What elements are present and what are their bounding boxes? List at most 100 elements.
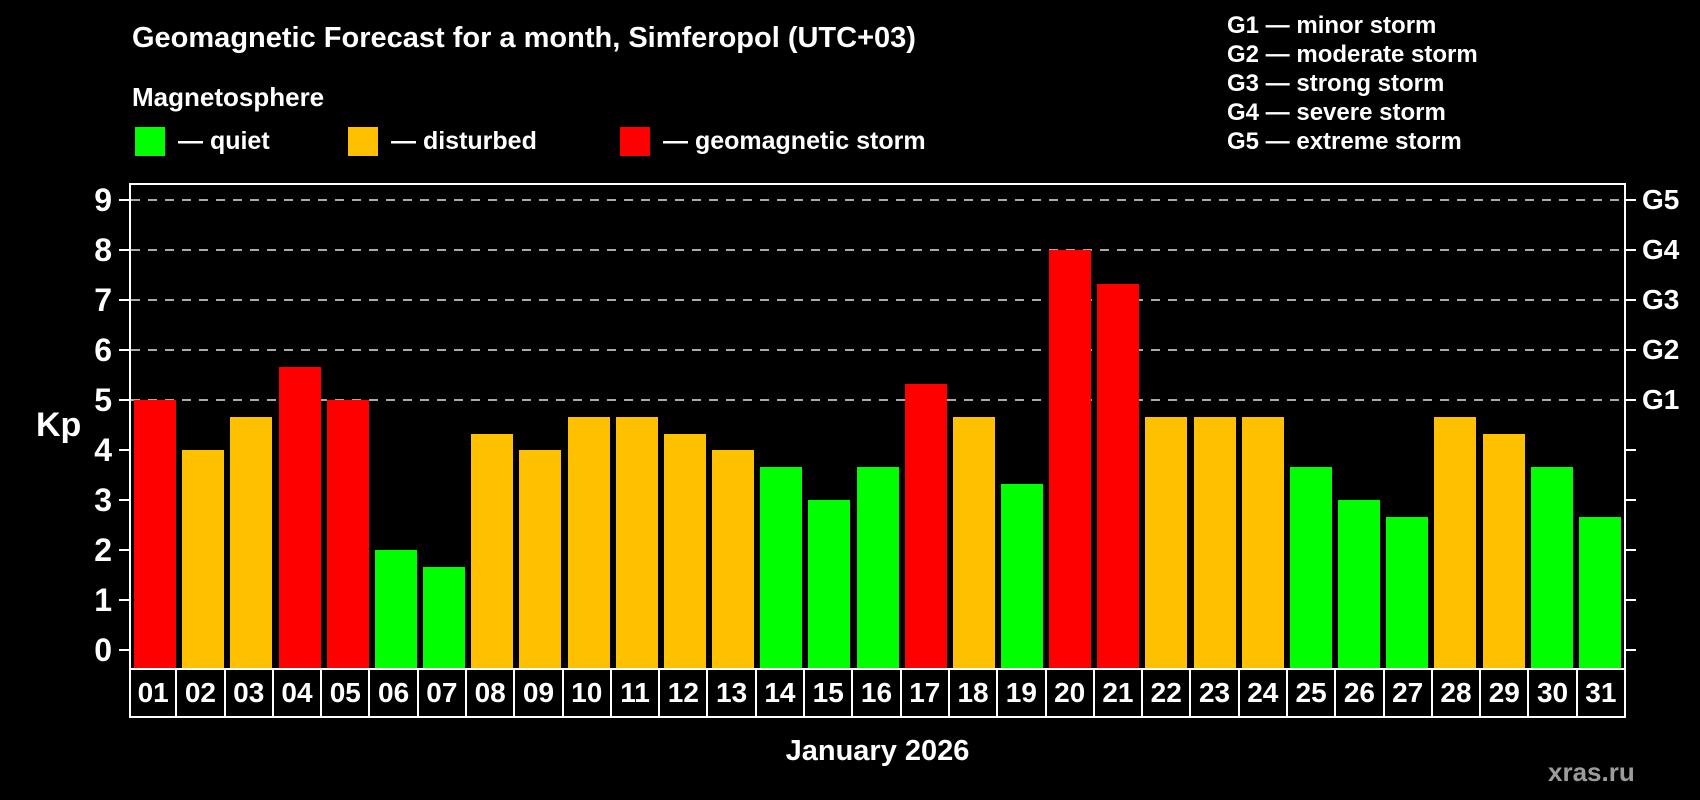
day-label-01: 01: [129, 668, 178, 718]
y-tick-label-4: 4: [94, 432, 112, 468]
magnetosphere-label: Magnetosphere: [132, 82, 325, 112]
kp-bar-day-26: [1338, 500, 1381, 668]
kp-bar-day-21: [1097, 283, 1140, 668]
right-tick-mark-2: [1626, 549, 1636, 551]
g2-legend-line: G2 — moderate storm: [1227, 41, 1478, 68]
right-tick-mark-4: [1626, 449, 1636, 451]
day-label-18: 18: [949, 668, 999, 718]
gridline-kp-8: [131, 249, 1624, 251]
day-label-16: 16: [853, 668, 902, 718]
right-axis-label-g2: G2: [1642, 334, 1680, 365]
kp-bar-day-06: [374, 550, 417, 668]
day-label-28: 28: [1432, 668, 1482, 718]
kp-bar-day-24: [1241, 416, 1284, 668]
y-tick-mark-6: [119, 349, 129, 351]
kp-bar-day-17: [904, 383, 947, 668]
day-label-30: 30: [1529, 668, 1578, 718]
y-tick-mark-1: [119, 599, 129, 601]
gridline-kp-9: [131, 199, 1624, 201]
y-axis-title: Kp: [36, 406, 82, 444]
day-label-10: 10: [563, 668, 612, 718]
x-axis-title: January 2026: [785, 735, 970, 767]
day-label-15: 15: [805, 668, 854, 718]
day-label-17: 17: [901, 668, 950, 718]
kp-bar-day-03: [230, 416, 273, 668]
y-tick-label-5: 5: [94, 382, 112, 418]
day-label-05: 05: [322, 668, 371, 718]
right-axis-label-g1: G1: [1642, 384, 1680, 415]
legend-item-quiet: — quiet: [135, 127, 270, 156]
y-tick-mark-7: [119, 299, 129, 301]
day-label-14: 14: [756, 668, 806, 718]
kp-bar-day-05: [326, 400, 369, 668]
kp-bar-day-30: [1530, 466, 1573, 668]
y-tick-mark-4: [119, 449, 129, 451]
kp-bar-day-22: [1145, 416, 1188, 668]
right-tick-mark-3: [1626, 499, 1636, 501]
day-label-09: 09: [515, 668, 564, 718]
disturbed-color-swatch: [348, 127, 378, 156]
day-label-29: 29: [1481, 668, 1530, 718]
y-tick-label-9: 9: [94, 182, 112, 218]
legend-label-storm: — geomagnetic storm: [663, 127, 926, 155]
y-tick-label-0: 0: [94, 632, 112, 668]
day-label-03: 03: [225, 668, 274, 718]
day-label-08: 08: [467, 668, 516, 718]
kp-bar-day-15: [808, 500, 851, 668]
gridline-kp-6: [131, 349, 1624, 351]
page-title: Geomagnetic Forecast for a month, Simfer…: [132, 22, 916, 54]
y-tick-mark-5: [119, 399, 129, 401]
y-tick-label-7: 7: [94, 282, 112, 318]
day-label-06: 06: [370, 668, 419, 718]
legend-label-quiet: — quiet: [178, 127, 270, 155]
day-label-11: 11: [611, 668, 661, 718]
kp-bar-day-07: [423, 566, 466, 668]
day-label-13: 13: [708, 668, 757, 718]
kp-bar-day-11: [615, 416, 658, 668]
y-tick-mark-8: [119, 249, 129, 251]
kp-bar-day-18: [952, 416, 995, 668]
right-tick-mark-7: [1626, 299, 1636, 301]
y-tick-mark-3: [119, 499, 129, 501]
kp-bar-day-12: [663, 433, 706, 668]
kp-bar-day-08: [471, 433, 514, 668]
kp-bar-day-01: [134, 400, 177, 668]
legend-item-storm: — geomagnetic storm: [620, 127, 926, 156]
kp-bar-day-23: [1193, 416, 1236, 668]
watermark: xras.ru: [1548, 757, 1635, 787]
kp-bar-day-25: [1289, 466, 1332, 668]
g-scale-legend: G1 — minor storm G2 — moderate storm G3 …: [1227, 11, 1478, 156]
kp-bar-day-04: [278, 366, 321, 668]
kp-bar-day-19: [1000, 483, 1043, 668]
day-label-25: 25: [1287, 668, 1337, 718]
right-axis-label-g3: G3: [1642, 284, 1680, 315]
g5-legend-line: G5 — extreme storm: [1227, 128, 1462, 155]
y-tick-label-2: 2: [94, 532, 112, 568]
day-label-19: 19: [998, 668, 1047, 718]
day-label-21: 21: [1094, 668, 1144, 718]
day-label-27: 27: [1384, 668, 1433, 718]
right-tick-mark-8: [1626, 249, 1636, 251]
x-axis-day-labels: 01 02 03 04 05 06 07 08 09 10 11 12 13 14 15 16 17 18 19 20…: [129, 668, 1626, 718]
day-label-24: 24: [1239, 668, 1288, 718]
right-axis-label-g4: G4: [1642, 234, 1680, 265]
kp-bar-day-13: [712, 450, 755, 668]
day-label-04: 04: [273, 668, 323, 718]
y-tick-mark-2: [119, 549, 129, 551]
legend-label-disturbed: — disturbed: [391, 127, 537, 155]
kp-bar-day-29: [1482, 433, 1525, 668]
right-tick-mark-9: [1626, 199, 1636, 201]
y-tick-label-6: 6: [94, 332, 112, 368]
y-tick-label-1: 1: [94, 582, 112, 618]
day-label-26: 26: [1336, 668, 1385, 718]
day-label-02: 02: [177, 668, 226, 718]
gridline-kp-5: [131, 399, 1624, 401]
kp-bar-day-28: [1434, 416, 1477, 668]
day-label-31: 31: [1577, 668, 1626, 718]
kp-bar-day-27: [1386, 516, 1429, 668]
day-label-20: 20: [1046, 668, 1095, 718]
legend-item-disturbed: — disturbed: [348, 127, 537, 156]
gridline-kp-7: [131, 299, 1624, 301]
storm-color-swatch: [620, 127, 650, 156]
